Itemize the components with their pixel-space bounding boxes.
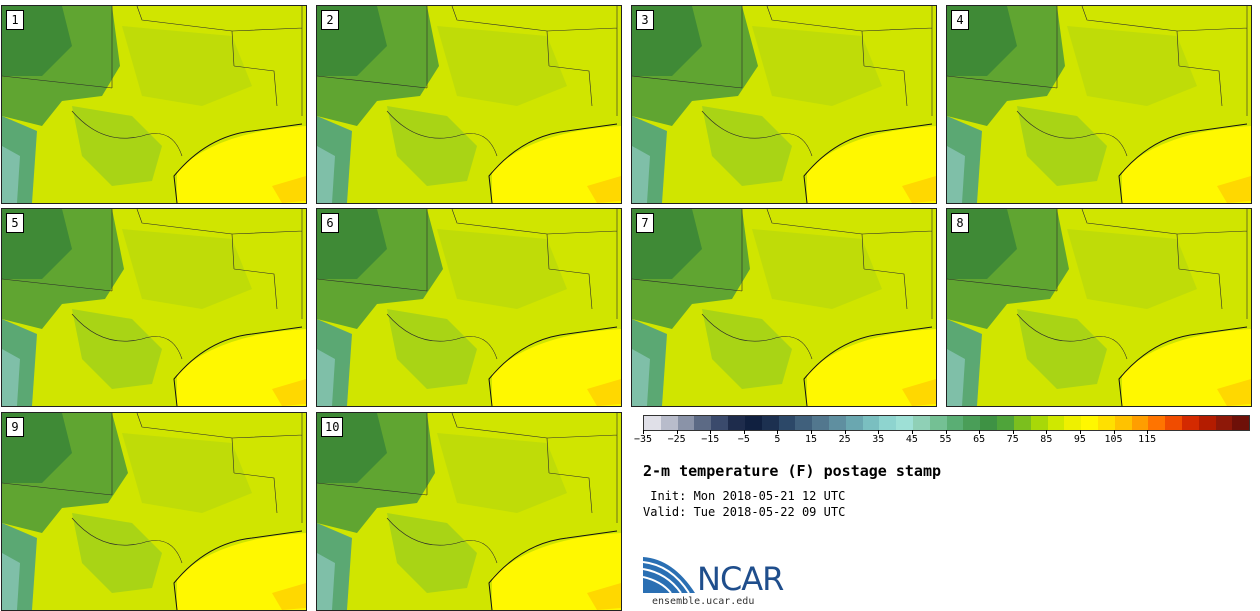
colorbar-tick-label: −25 xyxy=(667,434,686,445)
colorbar-tick xyxy=(1113,430,1115,434)
member-label: 7 xyxy=(636,213,654,233)
colorbar-swatch xyxy=(677,416,695,430)
colorbar-tick-label: 95 xyxy=(1073,434,1086,445)
colorbar-swatch xyxy=(812,416,829,430)
colorbar-swatch xyxy=(828,416,846,430)
colorbar-tick xyxy=(911,430,913,434)
colorbar-tick xyxy=(676,430,678,434)
colorbar-swatch xyxy=(778,416,796,430)
colorbar-swatch xyxy=(711,416,729,430)
colorbar-swatch xyxy=(1232,416,1250,430)
colorbar-tick xyxy=(743,430,745,434)
ensemble-member-map-3: 3 xyxy=(631,5,937,204)
colorbar-swatch xyxy=(929,416,947,430)
colorbar-swatch xyxy=(845,416,863,430)
colorbar-tick xyxy=(844,430,846,434)
colorbar-swatch xyxy=(1215,416,1233,430)
colorbar-tick xyxy=(979,430,981,434)
colorbar-tick xyxy=(878,430,880,434)
ensemble-member-map-6: 6 xyxy=(316,208,622,407)
colorbar-swatch xyxy=(1148,416,1166,430)
colorbar-tick-label: 65 xyxy=(973,434,986,445)
colorbar-swatch xyxy=(795,416,813,430)
colorbar-tick xyxy=(1012,430,1014,434)
init-time: Init: Mon 2018-05-21 12 UTC xyxy=(643,489,846,503)
colorbar-tick xyxy=(1046,430,1048,434)
colorbar-tick xyxy=(1147,430,1149,434)
colorbar-tick xyxy=(643,430,644,434)
colorbar-tick-label: 85 xyxy=(1040,434,1053,445)
colorbar-tick-label: −35 xyxy=(633,434,653,445)
ensemble-member-map-8: 8 xyxy=(946,208,1252,407)
colorbar-swatch xyxy=(1165,416,1182,430)
colorbar-tick-label: −5 xyxy=(737,434,750,445)
colorbar-swatch xyxy=(728,416,745,430)
colorbar-tick-label: −15 xyxy=(701,434,720,445)
plot-title: 2-m temperature (F) postage stamp xyxy=(643,462,942,480)
ensemble-member-map-5: 5 xyxy=(1,208,307,407)
colorbar-swatch xyxy=(1131,416,1149,430)
valid-time: Valid: Tue 2018-05-22 09 UTC xyxy=(643,505,846,519)
colorbar-swatch xyxy=(660,416,678,430)
colorbar-tick xyxy=(777,430,779,434)
member-label: 9 xyxy=(6,417,24,437)
temperature-colorbar xyxy=(643,415,1250,431)
colorbar-swatch xyxy=(744,416,762,430)
colorbar-tick-label: 15 xyxy=(805,434,818,445)
colorbar-tick xyxy=(811,430,813,434)
colorbar-swatch xyxy=(644,416,661,430)
colorbar-swatch xyxy=(963,416,981,430)
colorbar-tick-label: 45 xyxy=(905,434,918,445)
member-label: 4 xyxy=(951,10,969,30)
ensemble-member-map-10: 10 xyxy=(316,412,622,611)
ensemble-member-map-4: 4 xyxy=(946,5,1252,204)
colorbar-swatch xyxy=(1198,416,1216,430)
ncar-logo-text: NCAR xyxy=(697,560,784,598)
colorbar-swatch xyxy=(862,416,880,430)
ensemble-member-map-9: 9 xyxy=(1,412,307,611)
colorbar-tick-label: 25 xyxy=(838,434,851,445)
member-label: 5 xyxy=(6,213,24,233)
colorbar-swatch xyxy=(946,416,964,430)
colorbar-tick xyxy=(1079,430,1081,434)
colorbar-tick xyxy=(710,430,712,434)
colorbar-tick-label: 55 xyxy=(939,434,952,445)
colorbar-swatch xyxy=(1114,416,1132,430)
colorbar-swatch xyxy=(1182,416,1199,430)
member-label: 1 xyxy=(6,10,24,30)
ensemble-member-map-7: 7 xyxy=(631,208,937,407)
member-label: 3 xyxy=(636,10,654,30)
colorbar-ticks: −35 −25 −15 −5 5 15 25 35 45 55 65 75 85 95 105 115 xyxy=(634,430,1250,450)
colorbar-swatch xyxy=(879,416,897,430)
ncar-logo-icon xyxy=(643,557,695,594)
colorbar-swatch xyxy=(1030,416,1048,430)
colorbar-tick-label: 115 xyxy=(1138,434,1157,445)
member-label: 6 xyxy=(321,213,339,233)
colorbar-swatch xyxy=(1081,416,1098,430)
colorbar-swatch xyxy=(896,416,913,430)
member-label: 2 xyxy=(321,10,339,30)
colorbar-tick-label: 75 xyxy=(1006,434,1019,445)
colorbar-swatch xyxy=(1064,416,1082,430)
ensemble-member-map-2: 2 xyxy=(316,5,622,204)
colorbar-swatch xyxy=(1013,416,1031,430)
ensemble-member-map-1: 1 xyxy=(1,5,307,204)
colorbar-swatch xyxy=(913,416,930,430)
colorbar-tick-label: 35 xyxy=(872,434,885,445)
colorbar-swatch xyxy=(1097,416,1115,430)
colorbar-tick xyxy=(945,430,947,434)
colorbar-swatch xyxy=(761,416,779,430)
colorbar-tick-label: 105 xyxy=(1104,434,1123,445)
website: ensemble.ucar.edu xyxy=(652,596,755,607)
member-label: 10 xyxy=(321,417,344,437)
colorbar-swatch xyxy=(1047,416,1065,430)
colorbar-swatch xyxy=(694,416,712,430)
colorbar-swatch xyxy=(997,416,1014,430)
member-label: 8 xyxy=(951,213,969,233)
colorbar-tick-label: 5 xyxy=(774,434,781,445)
colorbar-swatch xyxy=(980,416,998,430)
